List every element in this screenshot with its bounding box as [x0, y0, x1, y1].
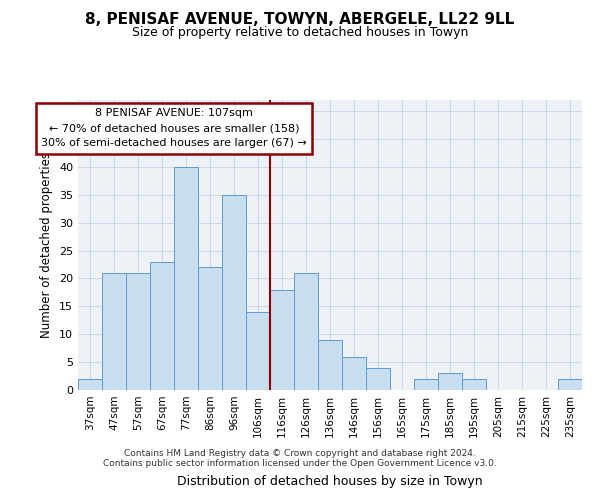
Bar — [318, 340, 342, 390]
Bar — [174, 167, 198, 390]
Bar — [102, 273, 126, 390]
Bar — [222, 195, 246, 390]
Bar — [438, 374, 462, 390]
Bar — [558, 379, 582, 390]
Bar — [78, 379, 102, 390]
Bar — [414, 379, 438, 390]
Bar — [198, 268, 222, 390]
Text: Contains public sector information licensed under the Open Government Licence v3: Contains public sector information licen… — [103, 458, 497, 468]
Text: 8 PENISAF AVENUE: 107sqm
← 70% of detached houses are smaller (158)
30% of semi-: 8 PENISAF AVENUE: 107sqm ← 70% of detach… — [41, 108, 307, 148]
Bar — [270, 290, 294, 390]
Bar — [366, 368, 390, 390]
Bar — [462, 379, 486, 390]
Text: Contains HM Land Registry data © Crown copyright and database right 2024.: Contains HM Land Registry data © Crown c… — [124, 448, 476, 458]
Bar — [342, 356, 366, 390]
Bar — [150, 262, 174, 390]
Bar — [126, 273, 150, 390]
Text: Distribution of detached houses by size in Towyn: Distribution of detached houses by size … — [177, 474, 483, 488]
Y-axis label: Number of detached properties: Number of detached properties — [40, 152, 53, 338]
Text: Size of property relative to detached houses in Towyn: Size of property relative to detached ho… — [132, 26, 468, 39]
Text: 8, PENISAF AVENUE, TOWYN, ABERGELE, LL22 9LL: 8, PENISAF AVENUE, TOWYN, ABERGELE, LL22… — [85, 12, 515, 28]
Bar — [294, 273, 318, 390]
Bar — [246, 312, 270, 390]
